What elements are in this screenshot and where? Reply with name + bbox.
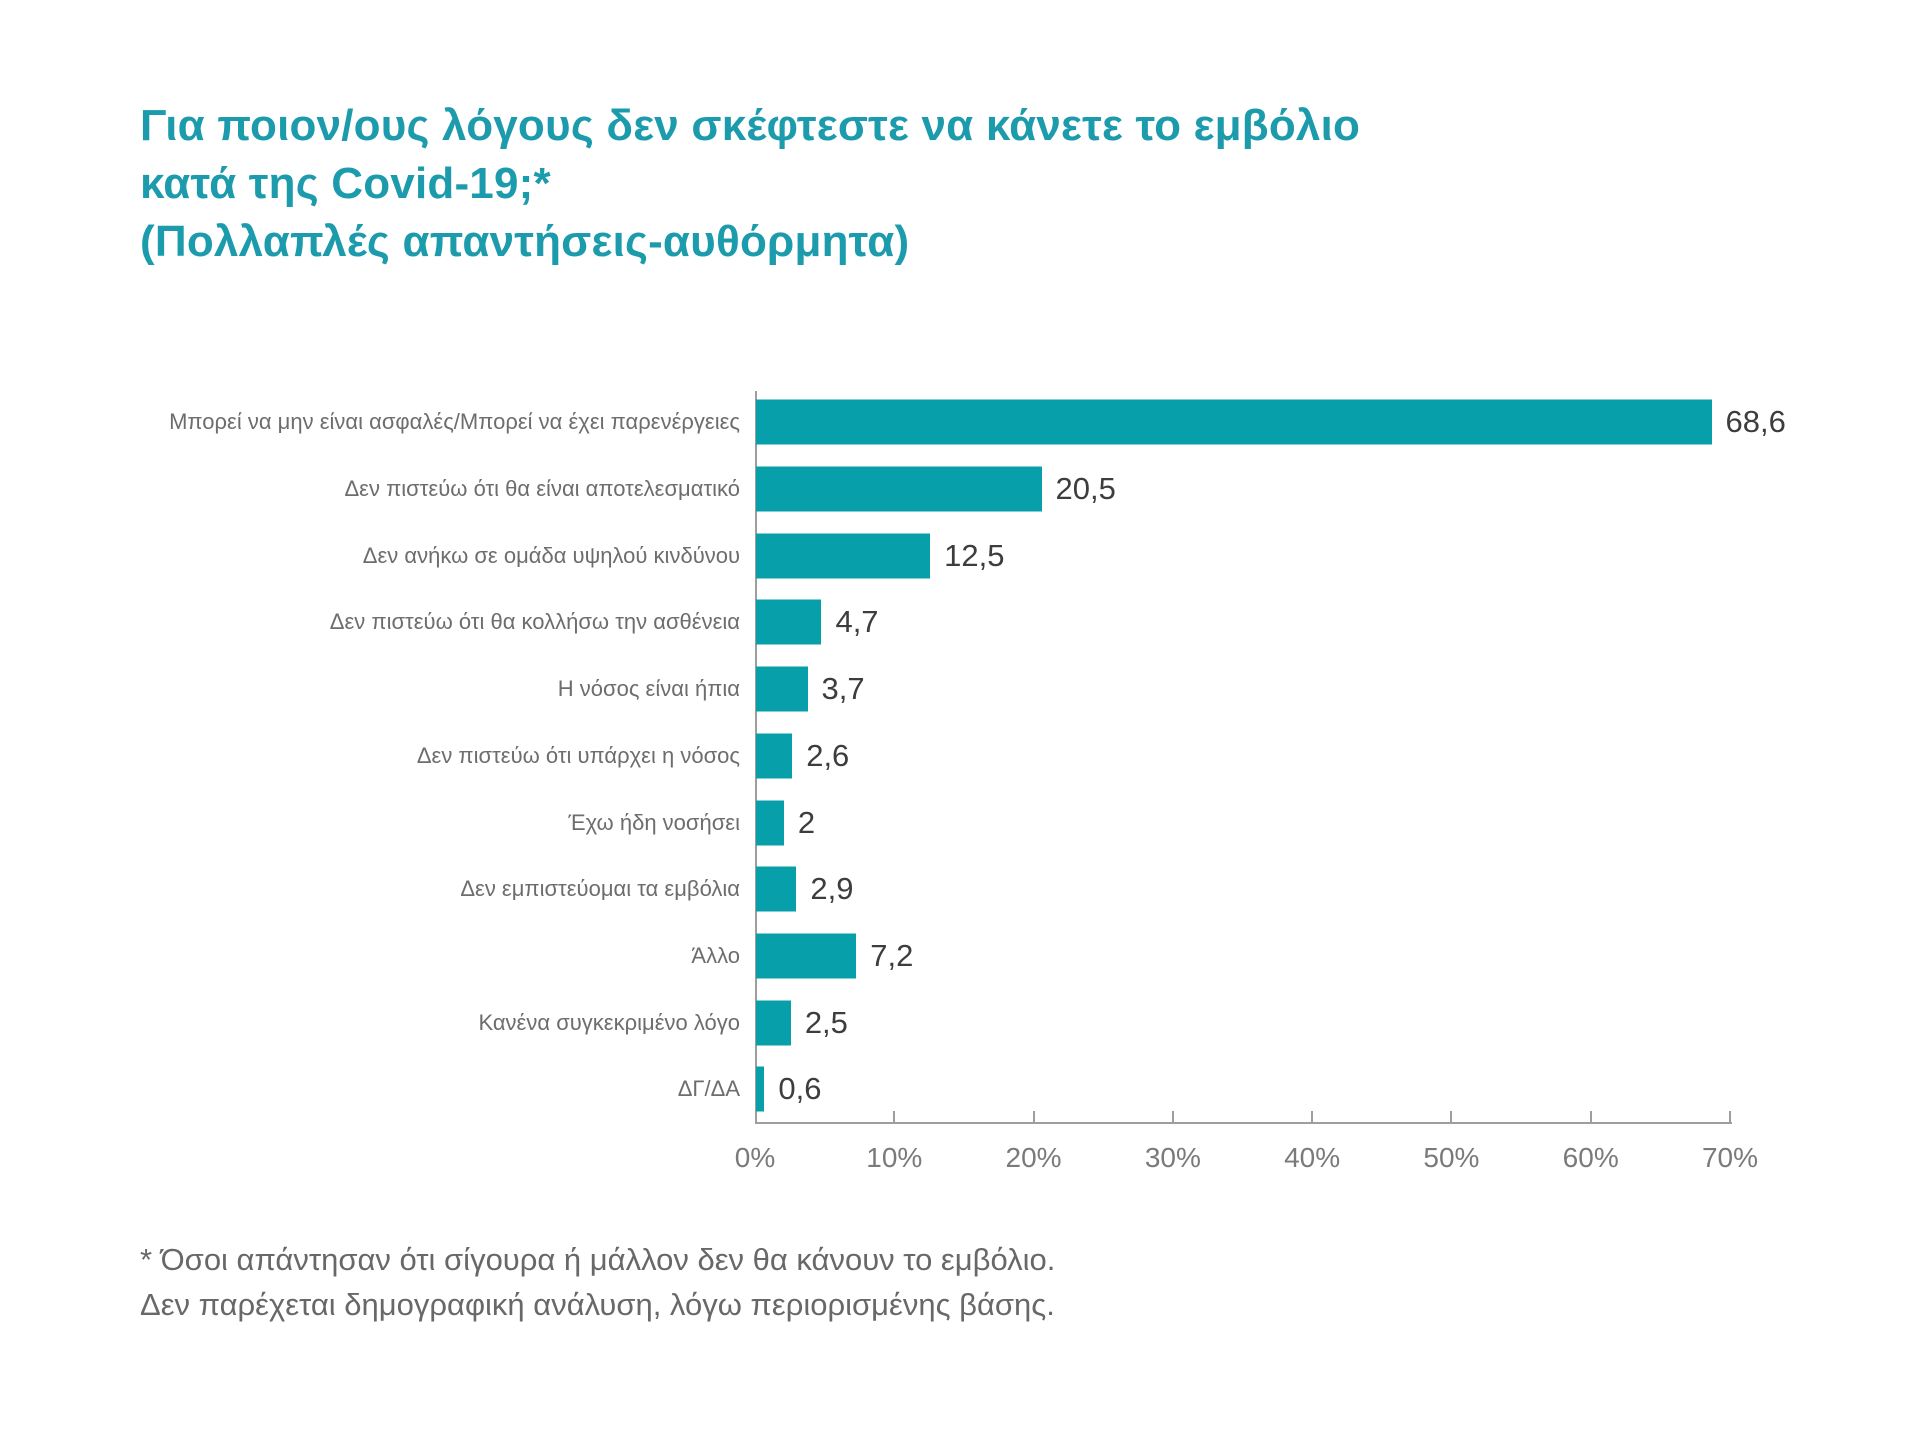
value-label: 20,5 <box>1055 471 1116 507</box>
x-tick-mark <box>1729 1111 1731 1123</box>
x-tick-mark <box>1450 1111 1453 1123</box>
x-tick-label: 30% <box>1144 1142 1201 1173</box>
bar <box>756 666 808 712</box>
x-tick-label: 50% <box>1423 1142 1480 1173</box>
category-label: Δεν πιστεύω ότι θα κολλήσω την ασθένεια <box>329 609 740 635</box>
value-label: 2,6 <box>806 737 850 773</box>
value-label: 2,9 <box>810 871 854 907</box>
bar <box>756 866 797 912</box>
chart-row: Μπορεί να μην είναι ασφαλές/Μπορεί να έχ… <box>0 389 1920 456</box>
bar <box>756 1066 765 1112</box>
x-tick-label: 10% <box>866 1142 923 1173</box>
category-label: Δεν εμπιστεύομαι τα εμβόλια <box>460 876 740 902</box>
chart-row: Δεν ανήκω σε ομάδα υψηλού κινδύνου 12,5 <box>0 522 1920 589</box>
title-line-3: (Πολλαπλές απαντήσεις-αυθόρμητα) <box>140 217 910 266</box>
value-label: 0,6 <box>778 1071 822 1107</box>
footnote-line-1: * Όσοι απάντησαν ότι σίγουρα ή μάλλον δε… <box>140 1242 1056 1277</box>
chart-row: Έχω ήδη νοσήσει 2 <box>0 789 1920 856</box>
chart-row: Η νόσος είναι ήπια 3,7 <box>0 656 1920 723</box>
value-label: 4,7 <box>835 604 879 640</box>
x-tick-label: 70% <box>1701 1142 1759 1173</box>
value-label: 2,5 <box>804 1004 848 1040</box>
x-tick-mark <box>893 1111 896 1123</box>
footnote-line-2: Δεν παρέχεται δημογραφική ανάλυση, λόγω … <box>140 1287 1055 1322</box>
category-label: Δεν πιστεύω ότι υπάρχει η νόσος <box>416 742 740 768</box>
bar <box>756 399 1712 445</box>
category-label: Άλλο <box>691 942 740 968</box>
category-label: Κανένα συγκεκριμένο λόγο <box>478 1009 740 1035</box>
category-label: Η νόσος είναι ήπια <box>557 676 740 702</box>
x-tick-mark <box>1311 1111 1314 1123</box>
x-tick-mark <box>1171 1111 1174 1123</box>
x-axis-line <box>755 1122 1732 1124</box>
value-label: 7,2 <box>870 937 914 973</box>
bar <box>756 1000 791 1046</box>
bar <box>756 466 1042 512</box>
category-label: Δεν ανήκω σε ομάδα υψηλού κινδύνου <box>362 542 740 568</box>
chart-row: Κανένα συγκεκριμένο λόγο 2,5 <box>0 989 1920 1056</box>
chart-row: Δεν εμπιστεύομαι τα εμβόλια 2,9 <box>0 856 1920 923</box>
value-label: 68,6 <box>1725 404 1786 440</box>
bar <box>756 733 793 779</box>
bar <box>756 800 784 846</box>
category-label: Έχω ήδη νοσήσει <box>568 809 740 835</box>
title-line-2: κατά της Covid-19;* <box>140 159 551 208</box>
title-line-1: Για ποιον/ους λόγους δεν σκέφτεστε να κά… <box>140 101 1361 150</box>
x-tick-label: 60% <box>1562 1142 1619 1173</box>
chart-title: Για ποιον/ους λόγους δεν σκέφτεστε να κά… <box>140 97 1360 271</box>
x-tick-mark <box>1589 1111 1592 1123</box>
bar <box>756 933 857 979</box>
chart-row: Άλλο 7,2 <box>0 923 1920 990</box>
category-label: Μπορεί να μην είναι ασφαλές/Μπορεί να έχ… <box>169 409 740 435</box>
x-tick-mark <box>1032 1111 1035 1123</box>
x-tick-label: 0% <box>734 1142 776 1173</box>
x-tick-label: 40% <box>1284 1142 1341 1173</box>
bar <box>756 533 931 579</box>
chart-row: Δεν πιστεύω ότι θα είναι αποτελεσματικό 2… <box>0 456 1920 523</box>
x-tick-label: 20% <box>1005 1142 1062 1173</box>
category-label: ΔΓ/ΔΑ <box>677 1076 740 1102</box>
chart-row: ΔΓ/ΔΑ 0,6 <box>0 1056 1920 1123</box>
value-label: 3,7 <box>821 671 865 707</box>
chart-row: Δεν πιστεύω ότι θα κολλήσω την ασθένεια 4… <box>0 589 1920 656</box>
category-label: Δεν πιστεύω ότι θα είναι αποτελεσματικό <box>344 476 740 502</box>
value-label: 12,5 <box>944 537 1005 573</box>
value-label: 2 <box>797 804 816 840</box>
footnote: * Όσοι απάντησαν ότι σίγουρα ή μάλλον δε… <box>140 1237 1055 1327</box>
chart-row: Δεν πιστεύω ότι υπάρχει η νόσος 2,6 <box>0 723 1920 790</box>
bar <box>756 599 822 645</box>
